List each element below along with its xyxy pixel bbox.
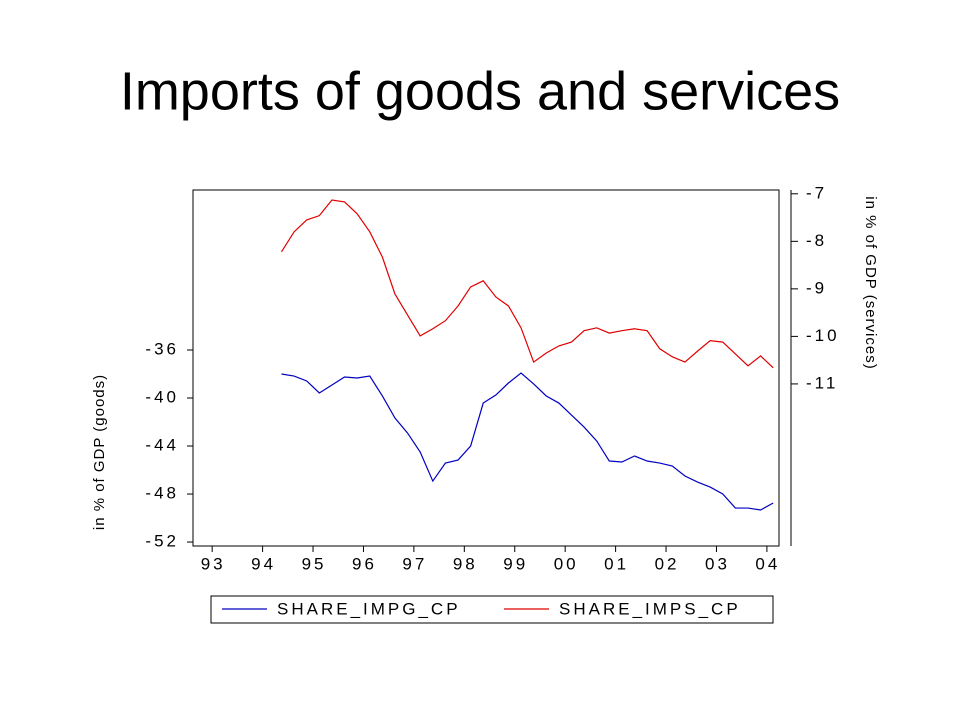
chart-title: Imports of goods and services bbox=[120, 61, 840, 121]
legend-label: SHARE_IMPG_CP bbox=[277, 599, 461, 618]
y2-tick-label: -8 bbox=[806, 231, 827, 250]
x-tick-label: 99 bbox=[503, 554, 528, 573]
x-tick-label: 94 bbox=[251, 554, 276, 573]
x-tick-label: 00 bbox=[554, 554, 579, 573]
series-line bbox=[281, 372, 774, 511]
plot-frame bbox=[192, 189, 780, 547]
y-tick-label: -52 bbox=[145, 532, 179, 551]
y-tick-label: -48 bbox=[145, 484, 179, 503]
y2-tick-label: -7 bbox=[806, 183, 827, 202]
y-tick-label: -40 bbox=[145, 387, 179, 406]
y2-tick-label: -10 bbox=[806, 326, 840, 345]
y-axis-label: in % of GDP (goods) bbox=[91, 374, 108, 530]
legend-box bbox=[210, 595, 774, 624]
x-tick-label: 93 bbox=[201, 554, 226, 573]
x-tick-label: 97 bbox=[402, 554, 427, 573]
x-tick-label: 95 bbox=[302, 554, 327, 573]
y2-tick-label: -11 bbox=[806, 373, 838, 392]
y2-axis-label: in % of GDP (services) bbox=[862, 196, 879, 369]
x-tick-label: 96 bbox=[352, 554, 377, 573]
y-tick-label: -36 bbox=[145, 339, 179, 358]
x-tick-label: 98 bbox=[453, 554, 478, 573]
legend-label: SHARE_IMPS_CP bbox=[559, 599, 741, 618]
x-tick-label: 04 bbox=[755, 554, 780, 573]
x-tick-label: 03 bbox=[705, 554, 730, 573]
y-tick-label: -44 bbox=[145, 436, 179, 455]
x-tick-label: 01 bbox=[604, 554, 629, 573]
x-tick-label: 02 bbox=[655, 554, 680, 573]
series-line bbox=[280, 199, 774, 369]
y2-tick-label: -9 bbox=[806, 278, 827, 297]
